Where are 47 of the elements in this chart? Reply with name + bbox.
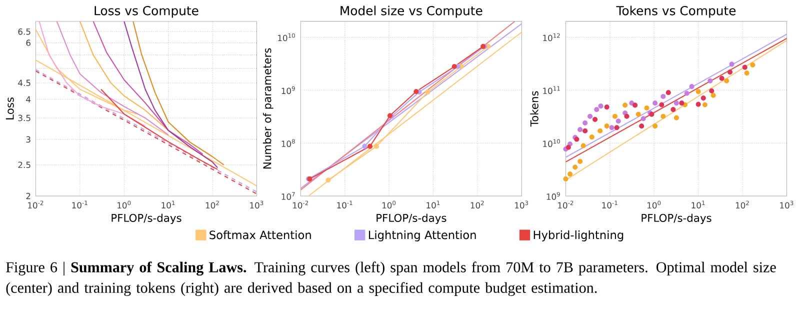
y-axis-title: Loss xyxy=(6,97,14,120)
chart-title: Loss vs Compute xyxy=(94,6,198,18)
y-tick-label: 10$^{12}$ xyxy=(543,33,560,42)
y-tick-label: 10$^{10}$ xyxy=(278,33,295,42)
x-tick-label: 10$^{-1}$ xyxy=(337,200,352,208)
y-tick-label: 6 xyxy=(26,40,30,46)
y-tick-label: 4.5 xyxy=(18,80,30,86)
y-axis-title: Tokens xyxy=(530,91,538,127)
y-tick-label: 10$^{10}$ xyxy=(543,139,560,148)
x-axis-title: PFLOP/s-days xyxy=(642,214,712,224)
y-tick-label: 6.5 xyxy=(18,28,30,35)
x-tick-label: 10$^{0}$ xyxy=(382,200,396,209)
x-tick-label: 10$^{0}$ xyxy=(118,200,131,209)
x-tick-label: 10$^{-2}$ xyxy=(292,200,308,209)
x-tick-label: 10$^{-1}$ xyxy=(602,200,618,208)
y-axis-title: Number of parameters xyxy=(262,48,274,169)
y-tick-label: 2.5 xyxy=(18,162,30,168)
y-tick-label: 2 xyxy=(26,192,30,200)
x-tick-label: 10$^{2}$ xyxy=(470,200,484,209)
x-tick-label: 10$^{0}$ xyxy=(648,200,661,209)
x-tick-label: 10$^{1}$ xyxy=(426,200,440,208)
x-tick-label: 10$^{3}$ xyxy=(780,200,794,209)
x-tick-label: 10$^{-2}$ xyxy=(28,200,44,209)
x-tick-label: 10$^{3}$ xyxy=(515,200,528,209)
x-tick-label: 10$^{3}$ xyxy=(250,200,264,209)
x-axis-title: PFLOP/s-days xyxy=(376,214,446,224)
caption: Figure 6 | Summary of Scaling Laws. Training curves (left) span models from 70M to 7B parameters. Optimal model size (center) and training tokens (right) are derived based on a specified compute budget estimation. xyxy=(6,262,776,296)
y-tick-label: 10$^{9}$ xyxy=(546,192,560,200)
legend-label: Lightning Attention xyxy=(368,230,476,242)
chart-title: Tokens vs Compute xyxy=(616,6,736,18)
x-axis-title: PFLOP/s-days xyxy=(112,214,182,224)
x-tick-label: 10$^{2}$ xyxy=(736,200,749,209)
y-tick-label: 3.5 xyxy=(18,114,30,122)
y-tick-label: 10$^{8}$ xyxy=(282,139,295,148)
y-tick-label: 10$^{11}$ xyxy=(543,86,560,94)
y-tick-label: 10$^{7}$ xyxy=(282,192,295,200)
legend-label: Hybrid-lightning xyxy=(534,230,624,242)
x-tick-label: 10$^{1}$ xyxy=(162,200,175,208)
legend-label: Softmax Attention xyxy=(210,230,311,240)
x-tick-label: 10$^{1}$ xyxy=(692,200,705,208)
chart-title: Model size vs Compute xyxy=(340,6,482,18)
x-tick-label: 10$^{-1}$ xyxy=(72,200,88,208)
x-tick-label: 10$^{2}$ xyxy=(206,200,219,209)
y-tick-label: 4 xyxy=(26,96,31,102)
x-tick-label: 10$^{-2}$ xyxy=(558,200,574,209)
y-tick-label: 10$^{9}$ xyxy=(282,86,295,94)
y-tick-label: 3 xyxy=(26,136,30,143)
